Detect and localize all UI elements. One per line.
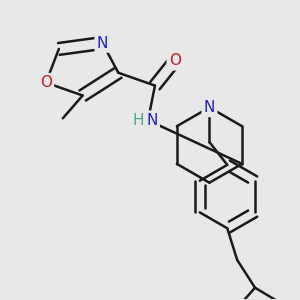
Text: N: N [146, 113, 158, 128]
Text: O: O [169, 53, 181, 68]
Text: N: N [97, 35, 108, 50]
Text: O: O [40, 75, 52, 90]
Text: H: H [132, 113, 144, 128]
Text: N: N [204, 100, 215, 115]
